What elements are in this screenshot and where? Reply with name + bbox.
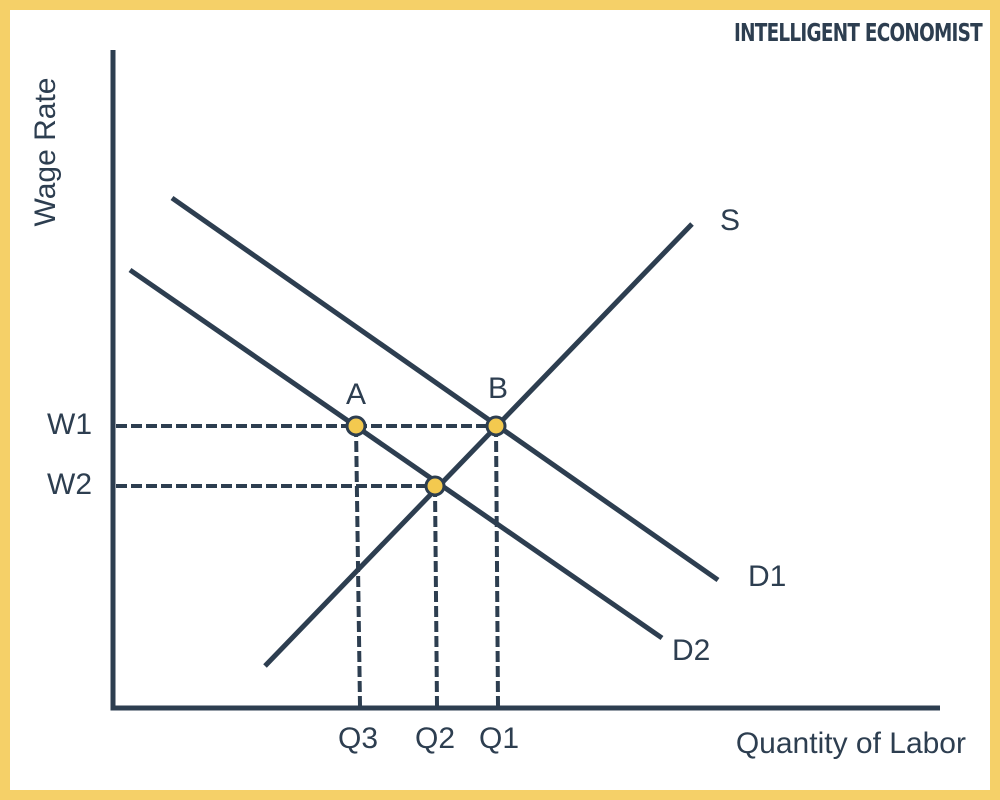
point-label: A xyxy=(346,378,366,411)
curve-label: D1 xyxy=(748,560,786,593)
quantity-label: Q3 xyxy=(338,722,378,755)
guide-q3 xyxy=(354,425,362,707)
y-axis-label: Wage Rate xyxy=(29,78,62,227)
wage-label: W1 xyxy=(47,408,92,441)
curve-label: D2 xyxy=(672,634,710,667)
quantity-label: Q2 xyxy=(415,722,455,755)
guide-q1 xyxy=(494,425,500,707)
quantity-label: Q1 xyxy=(479,722,519,755)
curve-label: S xyxy=(720,204,740,237)
axes xyxy=(110,50,940,711)
point-label: B xyxy=(488,372,508,405)
supply-curve xyxy=(263,222,694,668)
guide-q2 xyxy=(433,485,439,707)
demand-curve-2 xyxy=(128,267,664,641)
wage-label: W2 xyxy=(47,468,92,501)
brand: INTELLIGENT ECONOMIST xyxy=(734,18,983,47)
demand-curve-1 xyxy=(170,195,720,583)
point-b xyxy=(485,415,507,437)
point-a xyxy=(345,415,367,437)
point-equilibrium xyxy=(424,475,446,497)
x-axis-label: Quantity of Labor xyxy=(736,727,966,760)
